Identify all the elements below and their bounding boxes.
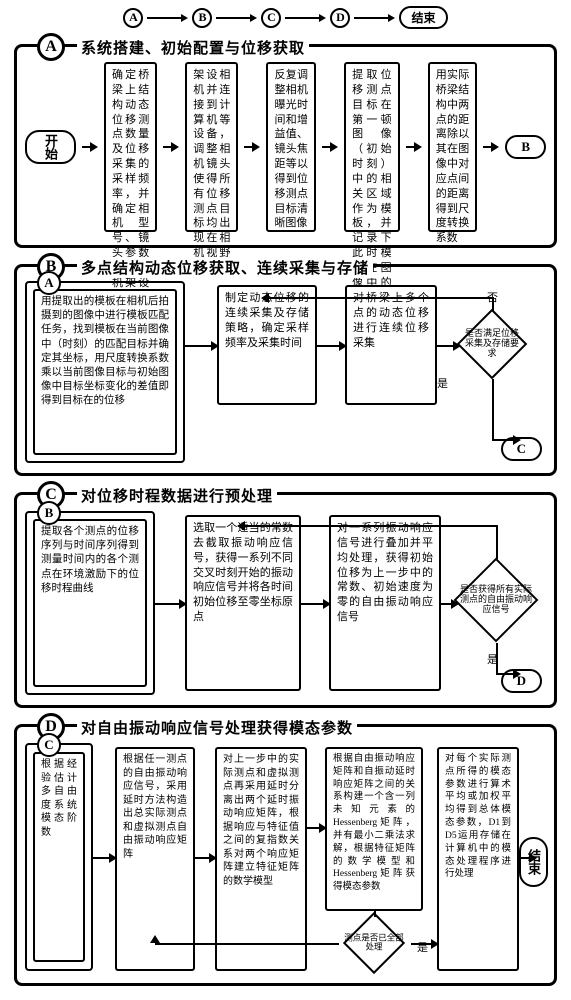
lane-d-diamond: 测点是否已全部处理 — [337, 911, 411, 975]
top-arrow-2 — [216, 14, 257, 22]
top-arrow-1 — [147, 14, 188, 22]
lane-b-title: 多点结构动态位移获取、连续采集与存储 — [77, 257, 373, 278]
lane-a: A 系统搭建、初始配置与位移获取 开始 确定桥梁上结构动态位移测点数量及位移采集… — [14, 44, 557, 248]
top-end-pill: 结束 — [399, 6, 447, 29]
start-pill: 开始 — [25, 130, 76, 164]
lane-b-diamond: 是否满足位移采集及存储要求 — [457, 309, 527, 379]
lane-a-box1: 确定桥梁上结构动态位移测点数量及位移采集的采样频率，并确定相机型号、镜头参数以及… — [104, 62, 157, 232]
lane-a-box4: 提取位移测点目标在第一顿图像（初始时刻）中的相关区域作为模板，并记录下此时模板在… — [344, 62, 400, 232]
lane-d-subC-label: C — [37, 733, 61, 757]
top-arrow-4 — [354, 14, 395, 22]
lane-c-box3: 对一系列振动响应信号进行叠加并平均处理，获得初始位移为上一步中的常数、初始速度为… — [329, 515, 441, 691]
lane-b-box2: 制定动态位移的连续采集及存储策略，确定采样频率及采集时间 — [217, 285, 317, 405]
lane-d-box1: 根据经验估计多自由度系统模态阶数 — [33, 752, 85, 962]
lane-c-subB-label: B — [37, 501, 61, 525]
lane-d-subC: C 根据经验估计多自由度系统模态阶数 — [25, 743, 93, 971]
lane-c-diamond: 是否获得所有实际测点的自由振动响应信号 — [453, 557, 539, 643]
lane-a-box3: 反复调整相机曝光时间和增益值、镜头焦距等以得到位移测点目标清晰图像 — [266, 62, 316, 232]
lane-b-box3: 对桥梁上多个点的动态位移进行连续位移采集 — [345, 285, 437, 405]
lane-b-subA-label: A — [37, 271, 61, 295]
arrow-a3 — [322, 142, 338, 152]
lane-a-label: A — [37, 33, 65, 61]
lane-c-title: 对位移时程数据进行预处理 — [77, 485, 277, 506]
arrow-a2 — [244, 142, 260, 152]
lane-a-box5: 用实际桥梁结构中两点的距离除以其在图像中对应点间的距离得到尺度转换系数 — [428, 62, 478, 232]
lane-d-box3: 对上一步中的实际测点和虚拟测点再采用延时分离出两个延时振动响应矩阵，根据响应与特… — [215, 747, 307, 971]
top-node-a: A — [123, 8, 143, 28]
lane-d-title: 对自由振动响应信号处理获得模态参数 — [77, 717, 357, 738]
lane-a-title: 系统搭建、初始配置与位移获取 — [77, 37, 309, 58]
lane-b-box1: 用提取出的模板在相机后拍摄到的图像中进行模板匹配任务，找到模板在当前图像中（时刻… — [33, 289, 177, 455]
lane-c-subB: B 提取各个测点的位移序列与时间序列得到测量时间内的各个测点在环境激励下的位移时… — [25, 511, 155, 695]
lane-a-end: B — [505, 135, 546, 159]
lane-c-box1: 提取各个测点的位移序列与时间序列得到测量时间内的各个测点在环境激励下的位移时程曲… — [33, 519, 147, 687]
lane-d-box5: 对每个实际测点所得的模态参数进行算术平均或加权平均得到总体模态参数，D1到D5运… — [437, 747, 519, 971]
top-node-b: B — [192, 8, 212, 28]
lane-b-subA: A 用提取出的模板在相机后拍摄到的图像中进行模板匹配任务，找到模板在当前图像中（… — [25, 281, 185, 463]
arrow-a4 — [406, 142, 422, 152]
lane-d-box4: 根据自由振动响应矩阵和自振动延时响应矩阵之间的关系构建一个含一列未知元素的Hes… — [325, 747, 423, 911]
arrow-a5 — [483, 142, 499, 152]
arrow-a1 — [163, 142, 179, 152]
lane-b: B 多点结构动态位移获取、连续采集与存储 A 用提取出的模板在相机后拍摄到的图像… — [14, 264, 557, 476]
lane-c-box2: 选取一个适当的常数去截取振动响应信号，获得一系列不同交叉时刻开始的振动响应信号并… — [185, 515, 301, 691]
lane-a-box2: 架设相机并连接到计算机等设备，调整相机镜头使得所有位移测点目标均出现在相机视野当… — [185, 62, 238, 232]
lane-c: C 对位移时程数据进行预处理 B 提取各个测点的位移序列与时间序列得到测量时间内… — [14, 492, 557, 708]
arrow-a0 — [82, 142, 98, 152]
top-flow: A B C D 结束 — [14, 6, 557, 29]
lane-b-yes: 是 — [437, 375, 448, 391]
top-node-d: D — [330, 8, 350, 28]
top-arrow-3 — [285, 14, 326, 22]
lane-d-yes: 是 — [417, 939, 428, 955]
lane-d: D 对自由振动响应信号处理获得模态参数 C 根据经验估计多自由度系统模态阶数 根… — [14, 724, 557, 986]
top-node-c: C — [261, 8, 281, 28]
